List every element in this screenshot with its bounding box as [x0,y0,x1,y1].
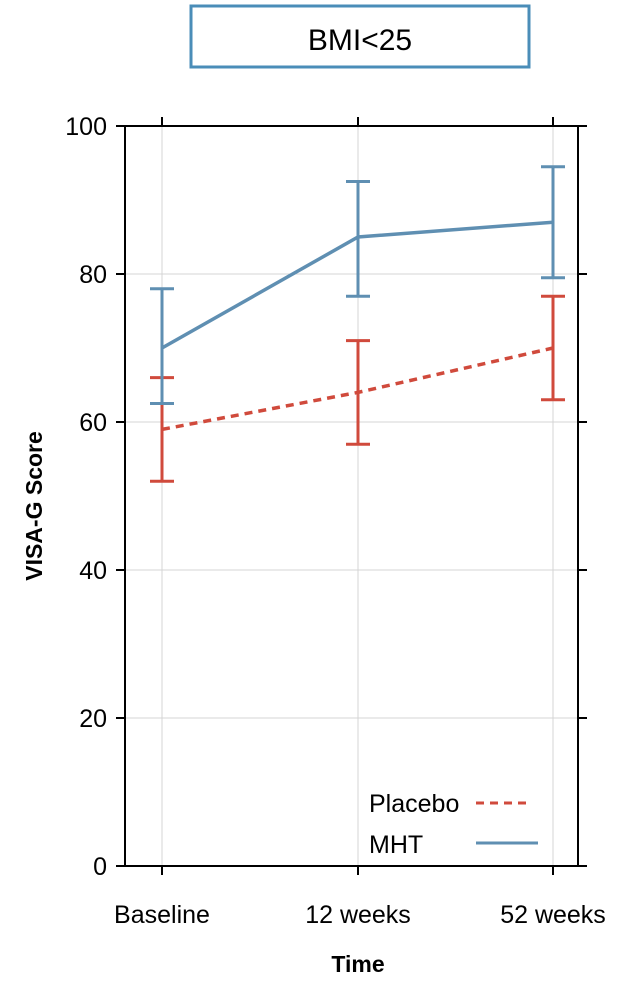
data-point-placebo [552,347,554,349]
data-point-mht [357,236,359,238]
title-box [189,4,531,69]
grid-layer [125,126,578,866]
data-point-mht [161,347,163,349]
y-tick-label: 0 [93,853,107,881]
x-tick-label: 12 weeks [305,901,411,929]
chart-title: BMI<25 [308,24,412,57]
y-axis-label: VISA-G Score [21,431,47,581]
y-tick-label: 100 [65,113,107,141]
tick-layer: 0 20 40 60 80 100 Baseline 12 weeks 52 weeks [65,113,606,929]
data-point-placebo [161,428,163,430]
legend: Placebo MHT [369,790,538,859]
legend-label-placebo: Placebo [369,790,459,818]
y-tick-label: 20 [79,705,107,733]
plot-frame [124,125,579,867]
x-tick-label: Baseline [114,901,210,929]
y-tick-label: 60 [79,409,107,437]
y-tick-label: 40 [79,557,107,585]
series-mht [150,165,565,405]
x-tick-label: 52 weeks [500,901,606,929]
legend-label-mht: MHT [369,831,423,859]
data-layer [150,165,565,483]
x-axis-label: Time [331,951,384,977]
data-point-placebo [357,391,359,393]
y-tick-label: 80 [79,261,107,289]
data-point-mht [552,221,554,223]
